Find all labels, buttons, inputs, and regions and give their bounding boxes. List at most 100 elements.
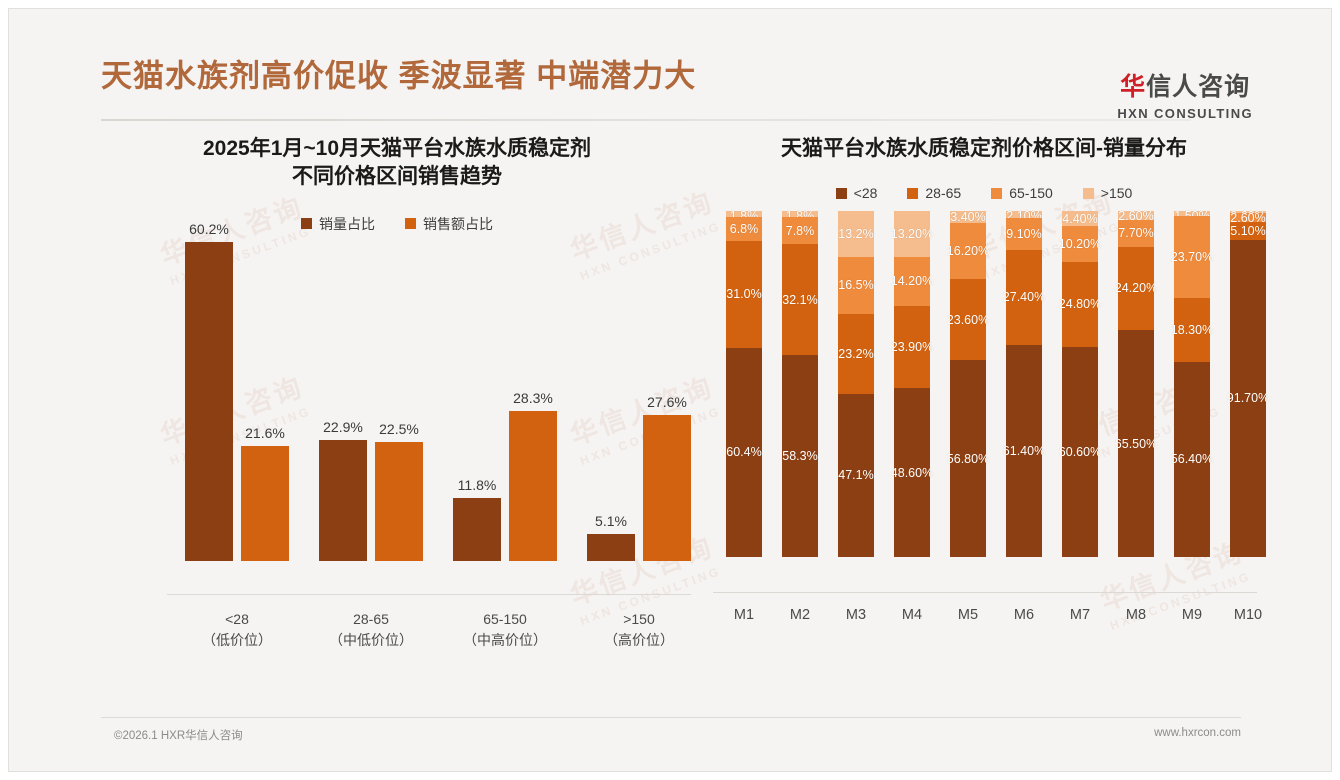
x-tick-label: 28-65	[353, 611, 389, 627]
stacked-bar-segment[interactable]: 9.10%	[1006, 218, 1042, 250]
bar[interactable]: 5.1%	[587, 513, 635, 561]
legend-swatch-icon	[907, 187, 919, 199]
bar[interactable]: 22.9%	[319, 419, 367, 561]
stacked-bar-column[interactable]: 4.40% 10.20% 24.80% 60.60%	[1053, 211, 1107, 557]
stacked-bar-segment[interactable]: 2.10%	[1006, 209, 1042, 223]
stacked-bar-segment[interactable]: 18.30%	[1170, 298, 1214, 362]
stacked-bar-column[interactable]: 1.8% 7.8% 32.1% 58.3%	[773, 209, 827, 557]
stacked-bar: 0.60%2.60%5.10%91.70%	[1226, 209, 1270, 557]
stacked-bar-segment[interactable]: 27.40%	[1003, 249, 1045, 345]
bar[interactable]: 27.6%	[643, 394, 691, 561]
legend-label: 销量占比	[319, 215, 375, 232]
legend-item[interactable]: 28-65	[907, 185, 961, 201]
bar[interactable]: 28.3%	[509, 390, 557, 561]
legend-item[interactable]: 65-150	[991, 185, 1053, 201]
logo-char-red: 华	[1120, 73, 1147, 101]
bar-value-label: 22.9%	[323, 418, 363, 435]
stacked-bar-segment[interactable]: 56.40%	[1171, 361, 1213, 557]
stacked-bar-segment[interactable]: 14.20%	[891, 256, 933, 306]
stacked-bar-segment[interactable]: 23.70%	[1171, 216, 1213, 299]
legend-label: 65-150	[1009, 185, 1053, 202]
stacked-bar-column[interactable]: 1.50%23.70%18.30%56.40%	[1165, 209, 1219, 557]
stacked-bar-segment[interactable]: 56.80%	[947, 360, 989, 557]
legend-swatch-icon	[835, 187, 847, 199]
stacked-bar-segment[interactable]: 32.1%	[782, 244, 818, 356]
segment-value-label: 3.40%	[950, 209, 986, 224]
stacked-bar-segment[interactable]: 13.2%	[838, 211, 874, 257]
segment-value-label: 18.30%	[1170, 322, 1214, 337]
stacked-bar-segment[interactable]: 91.70%	[1226, 239, 1270, 557]
stacked-bar-column[interactable]: 3.40% 16.20% 23.60% 56.80%	[941, 209, 995, 557]
stacked-bar-segment[interactable]: 60.4%	[726, 347, 762, 557]
stacked-bar-segment[interactable]: 23.90%	[891, 305, 933, 389]
stacked-bar-segment[interactable]: 3.40%	[950, 209, 986, 224]
legend-item[interactable]: 销量占比	[301, 214, 375, 234]
stacked-bar-segment[interactable]: 31.0%	[726, 240, 762, 348]
stacked-bar-segment[interactable]: 7.70%	[1118, 219, 1154, 247]
stacked-bar-column[interactable]: 13.2% 16.5% 23.2% 47.1%	[829, 211, 883, 557]
stacked-bar: 2.10% 9.10% 27.40% 61.40%	[1003, 209, 1045, 557]
stacked-bar-segment[interactable]: 7.8%	[782, 217, 818, 245]
stacked-bar-segment[interactable]: 23.2%	[838, 313, 874, 395]
stacked-bar-segment[interactable]: 6.8%	[726, 217, 762, 241]
x-tick-label: M6	[1013, 607, 1035, 623]
bar-value-label: 11.8%	[457, 477, 497, 494]
stacked-bar-column[interactable]: 2.10% 9.10% 27.40% 61.40%	[997, 209, 1051, 557]
stacked-bar: 3.40% 16.20% 23.60% 56.80%	[946, 209, 990, 557]
stacked-bar: 4.40% 10.20% 24.80% 60.60%	[1059, 211, 1101, 557]
stacked-bar-segment[interactable]: 48.60%	[890, 388, 934, 557]
stacked-bar-column[interactable]: 13.20% 14.20% 23.90% 48.60%	[885, 211, 939, 557]
x-tick-label: M9	[1181, 607, 1203, 623]
stacked-bar-segment[interactable]: 24.80%	[1059, 261, 1101, 348]
bar[interactable]: 21.6%	[241, 425, 289, 561]
segment-value-label: 16.20%	[946, 243, 990, 258]
bar-fill	[509, 410, 557, 561]
x-tick-label: M4	[901, 607, 923, 623]
stacked-bar-segment[interactable]: 47.1%	[838, 394, 874, 557]
brand-logo: 华信人咨询 HXN CONSULTING	[1117, 67, 1253, 121]
bar-value-label: 22.5%	[379, 420, 419, 437]
legend-item[interactable]: <28	[835, 185, 877, 201]
bar-value-label: 21.6%	[245, 425, 285, 442]
stacked-bar-segment[interactable]: 65.50%	[1115, 330, 1157, 557]
bar[interactable]: 22.5%	[375, 421, 423, 561]
legend-item[interactable]: >150	[1082, 185, 1133, 202]
stacked-bar-segment[interactable]: 60.60%	[1059, 347, 1101, 557]
stacked-bar-segment[interactable]: 2.60%	[1118, 209, 1154, 223]
stacked-bar-segment[interactable]: 13.20%	[891, 211, 933, 257]
stacked-bar-segment[interactable]: 16.20%	[946, 222, 990, 279]
bar[interactable]: 11.8%	[453, 477, 501, 561]
stacked-bar-segment[interactable]: 10.20%	[1059, 226, 1101, 262]
legend-item[interactable]: 销售额占比	[405, 214, 493, 234]
stacked-bar-column[interactable]: 0.60%2.60%5.10%91.70%	[1221, 209, 1275, 557]
stacked-bar-segment[interactable]: 23.60%	[946, 278, 990, 361]
stacked-bar: 13.2% 16.5% 23.2% 47.1%	[838, 211, 874, 557]
stacked-bar: 2.60% 7.70% 24.20% 65.50%	[1115, 209, 1157, 557]
bar[interactable]: 60.2%	[185, 221, 233, 561]
right-chart-title: 天猫平台水族水质稳定剂价格区间-销量分布	[699, 135, 1269, 163]
stacked-bar-segment[interactable]: 24.20%	[1115, 246, 1157, 331]
segment-value-label: 9.10%	[1006, 227, 1042, 241]
x-tick-sublabel: （中高价位）	[463, 632, 547, 648]
segment-value-label: 23.60%	[946, 312, 990, 327]
x-tick-label: M8	[1125, 607, 1147, 623]
stacked-bar-segment[interactable]: 61.40%	[1003, 344, 1045, 557]
footer-divider	[101, 717, 1241, 718]
stacked-bar-segment[interactable]: 16.5%	[838, 256, 874, 314]
x-tick-sublabel: （低价位）	[202, 632, 272, 648]
stacked-bar-column[interactable]: 2.60% 7.70% 24.20% 65.50%	[1109, 209, 1163, 557]
segment-value-label: 5.10%	[1230, 223, 1266, 238]
bar-fill	[241, 446, 289, 561]
segment-value-label: 48.60%	[890, 465, 934, 480]
stacked-bar-column[interactable]: 1.8% 6.8% 31.0% 60.4%	[717, 209, 771, 557]
stacked-bar-segment[interactable]: 2.60%	[1230, 211, 1266, 225]
segment-value-label: 13.2%	[838, 226, 874, 241]
bar-group: 22.9% 22.5%	[311, 211, 431, 561]
stacked-bar-segment[interactable]: 5.10%	[1230, 222, 1266, 240]
stacked-bar-segment[interactable]: 4.40%	[1062, 211, 1098, 227]
segment-value-label: 91.70%	[1226, 391, 1270, 406]
bar-group: 5.1% 27.6%	[579, 211, 699, 561]
x-tick: 28-65 （中低价位）	[311, 609, 431, 651]
legend-label: >150	[1100, 185, 1133, 202]
stacked-bar-segment[interactable]: 58.3%	[782, 355, 818, 557]
